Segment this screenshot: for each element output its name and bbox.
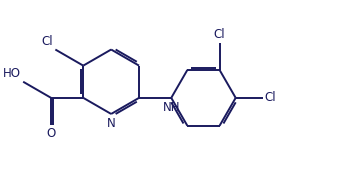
Text: O: O (47, 127, 56, 140)
Text: NH: NH (163, 100, 180, 114)
Text: Cl: Cl (265, 91, 276, 104)
Text: Cl: Cl (41, 35, 53, 48)
Text: N: N (107, 117, 116, 130)
Text: HO: HO (3, 67, 21, 80)
Text: Cl: Cl (214, 28, 225, 41)
